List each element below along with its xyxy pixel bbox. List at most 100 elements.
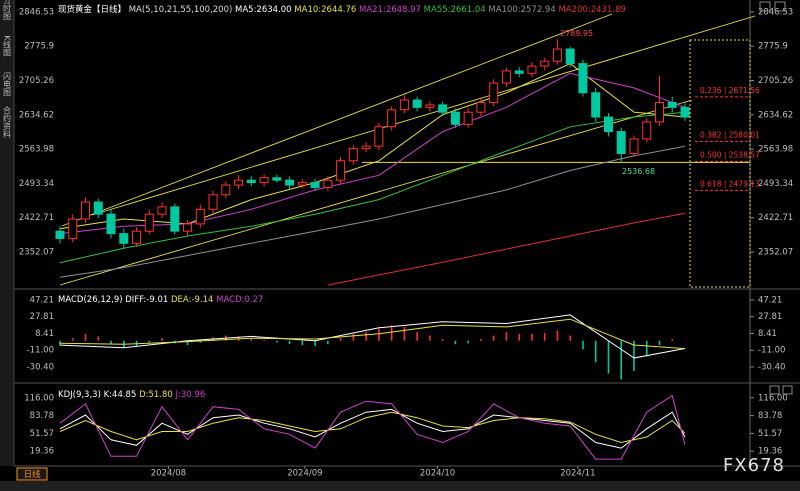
channel-line [61,13,613,227]
header-item: MA(5,10,21,55,100,200) [129,5,233,15]
candle-body [195,208,205,225]
window-icon[interactable] [769,385,780,395]
candle-body [540,60,550,67]
candle-body [680,106,690,118]
period-box[interactable] [16,467,48,481]
y-tick-label: -30.40 [758,362,785,372]
legend-item: MA55:2661.04 [424,5,486,15]
indicator-line [59,394,686,460]
y-tick-label: 2705.26 [19,76,54,86]
candle-body [578,63,588,94]
tab-bar [0,481,800,491]
candle-body [501,70,511,84]
candle-body [489,82,499,103]
y-tick-label: -11.00 [758,346,785,356]
y-tick-label: 47.21 [758,296,782,306]
candle-body [170,206,180,232]
legend-item: MA10:2644.76 [294,5,356,15]
candle-body [272,177,282,181]
sidebar [0,0,14,466]
sidebar-tab[interactable]: 合约资料 [3,105,12,139]
candle-body [527,65,537,74]
y-tick-label: -30.40 [27,362,54,372]
y-tick-label: 27.81 [758,312,782,322]
candle-body [476,101,486,113]
x-tick-label: 2024/10 [420,469,455,479]
candle-body [565,48,575,65]
panel-title: 现货黄金【日线】 [58,4,126,15]
candle-body [361,145,371,150]
candle-body [514,70,524,74]
y-tick-label: 27.81 [30,312,54,322]
sidebar-tab[interactable]: K线图 [3,35,12,57]
y-tick-label: 2634.62 [758,110,793,120]
panel-header: MACD(26,12,9) DIFF:-9.01 DEA:-9.14 MACD:… [58,295,263,305]
window-icon[interactable] [759,1,771,12]
candle-body [68,218,78,239]
candle-body [387,109,397,128]
legend-item: MA200:2431.89 [558,5,625,15]
indicator-line [59,314,686,359]
candle-body [183,223,193,232]
y-tick-label: 2493.34 [758,179,793,189]
candle-body [438,104,448,113]
fib-label: 0.618 | 2479.13 [700,179,760,188]
y-tick-label: 2705.26 [758,76,793,86]
candle-body [310,182,320,188]
candle-body [425,104,435,108]
y-tick-label: 2775.9 [24,42,54,52]
legend-item: DIFF:-9.01 [125,295,168,305]
candle-body [463,111,473,125]
chart-layer: 分时图K线图闪电图合约资料指标模板VIP指标标注MACDBOLL另存模板管理模板… [3,0,793,491]
legend-item: K:44.85 [104,390,137,400]
period-label[interactable]: 日线 [23,469,41,480]
fib-label: 0.500 | 2538.57 [700,150,760,159]
x-tick-label: 2024/09 [287,469,322,479]
window-icon[interactable] [782,385,793,395]
y-tick-label: 51.57 [30,429,54,439]
window-icon[interactable] [774,1,786,12]
candle-body [552,48,562,62]
y-tick-label: 2634.62 [19,110,54,120]
y-tick-label: -11.00 [27,346,54,356]
candle-body [603,116,613,133]
fib-label: 0.382 | 2580.01 [700,130,760,139]
legend-item: J:30.96 [175,390,206,400]
y-tick-label: 8.41 [35,329,54,339]
candle-body [591,92,601,118]
candle-body [336,160,346,181]
y-tick-label: 2846.53 [19,7,54,17]
projection-box [689,39,751,288]
header-item: MA5:2634.00 [235,5,292,15]
candle-body [144,213,154,232]
candle-body [348,148,358,162]
indicator-line [59,408,686,449]
candle-body [450,111,460,125]
indicator-line [327,212,686,286]
candle-body [654,101,664,123]
y-tick-label: 19.36 [30,447,54,457]
x-tick-label: 2024/11 [560,469,595,479]
sidebar-tab[interactable]: 闪电图 [3,72,12,97]
panel-title: MACD(26,12,9) [58,295,123,305]
legend-item: DEA:-9.14 [171,295,213,305]
y-tick-label: 83.78 [758,411,782,421]
fib-label: 0.236 | 2671.56 [700,86,760,95]
x-tick-label: 2024/08 [151,469,186,479]
indicator-line [59,63,686,230]
indicator-line [59,145,686,278]
sidebar-tab[interactable]: 分时图 [3,0,12,21]
candle-body [246,179,256,184]
y-tick-label: 83.78 [30,411,54,421]
candle-body [616,131,626,154]
panel-header: KDJ(9,3,3) K:44.85 D:51.80 J:30.96 [58,390,205,400]
candle-body [208,194,218,210]
y-tick-label: 19.36 [758,447,782,457]
candle-body [642,121,652,140]
candle-body [157,206,167,215]
indicator-line [59,411,686,444]
y-tick-label: 2352.07 [758,248,793,258]
y-tick-label: 2563.98 [758,145,793,155]
candle-body [412,99,422,108]
